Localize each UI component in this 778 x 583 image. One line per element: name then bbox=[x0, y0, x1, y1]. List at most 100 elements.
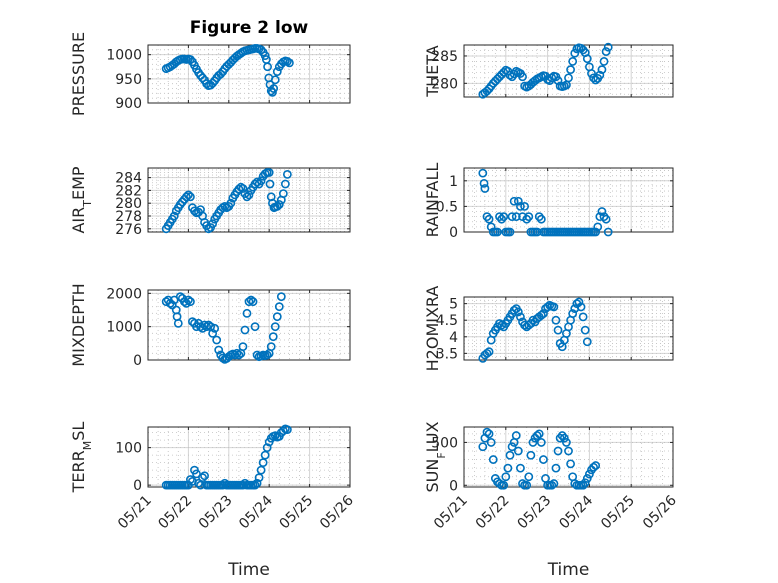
data-point bbox=[268, 332, 278, 342]
data-point bbox=[484, 429, 494, 439]
data-point bbox=[272, 67, 282, 76]
data-point bbox=[186, 297, 195, 307]
data-point bbox=[549, 302, 559, 312]
data-point bbox=[536, 438, 546, 447]
data-point bbox=[536, 310, 546, 320]
data-point bbox=[242, 308, 252, 318]
data-point bbox=[482, 348, 492, 358]
data-series bbox=[161, 168, 292, 234]
data-point bbox=[505, 70, 515, 80]
data-point bbox=[591, 227, 601, 237]
data-point bbox=[234, 184, 244, 194]
y-tick-label: 280 bbox=[431, 76, 458, 92]
x-tick-label: 05/21 bbox=[115, 493, 155, 533]
x-tick-label: 05/25 bbox=[598, 493, 638, 533]
data-point bbox=[580, 478, 590, 488]
data-point bbox=[522, 480, 532, 490]
data-point bbox=[282, 169, 292, 179]
data-point bbox=[505, 227, 515, 237]
data-point bbox=[589, 462, 598, 472]
y-tick-label: 3.5 bbox=[436, 346, 458, 362]
data-point bbox=[252, 177, 262, 187]
data-point bbox=[238, 184, 248, 193]
data-point bbox=[513, 307, 523, 317]
data-point bbox=[284, 58, 294, 68]
data-point bbox=[186, 55, 195, 64]
data-point bbox=[528, 438, 538, 447]
data-point bbox=[268, 87, 277, 97]
data-point bbox=[497, 320, 507, 330]
y-tick-label: 100 bbox=[115, 441, 142, 457]
data-point bbox=[582, 54, 592, 64]
y-tick-label: 0 bbox=[449, 225, 458, 241]
data-point bbox=[553, 325, 563, 335]
y-tick-label: 1000 bbox=[106, 48, 142, 64]
plot-area bbox=[464, 297, 673, 360]
x-tick-label: 05/23 bbox=[515, 493, 555, 533]
data-point bbox=[202, 79, 211, 89]
data-point bbox=[574, 297, 584, 307]
data-point bbox=[272, 201, 282, 211]
data-point bbox=[568, 57, 578, 66]
data-point bbox=[503, 463, 513, 473]
data-point bbox=[549, 479, 559, 488]
data-point bbox=[252, 350, 262, 360]
data-point bbox=[269, 84, 279, 93]
data-point bbox=[282, 425, 292, 435]
axes-frame bbox=[463, 296, 674, 361]
y-tick-label: 1000 bbox=[106, 320, 142, 336]
x-tick-label: 05/23 bbox=[196, 493, 236, 533]
data-point bbox=[509, 196, 519, 206]
x-tick-label: 05/25 bbox=[277, 493, 317, 533]
data-point bbox=[208, 219, 218, 229]
data-point bbox=[526, 450, 536, 460]
data-point bbox=[212, 335, 222, 345]
data-point bbox=[482, 427, 492, 437]
data-point bbox=[480, 184, 490, 193]
data-point bbox=[486, 438, 496, 447]
data-point bbox=[532, 431, 542, 440]
data-point bbox=[173, 318, 183, 328]
data-point bbox=[518, 72, 527, 82]
data-series bbox=[161, 43, 294, 97]
data-point bbox=[278, 426, 288, 436]
data-point bbox=[238, 342, 248, 352]
x-tick-label: 05/26 bbox=[317, 492, 357, 532]
data-point bbox=[493, 227, 502, 237]
data-point bbox=[509, 305, 519, 315]
data-point bbox=[181, 192, 191, 202]
data-point bbox=[562, 438, 571, 447]
data-point bbox=[478, 442, 488, 452]
y-axis-label: RAINFALL bbox=[423, 163, 442, 238]
x-tick-label: 05/21 bbox=[431, 493, 471, 533]
data-point bbox=[240, 325, 250, 335]
data-point bbox=[551, 315, 561, 325]
data-point bbox=[578, 312, 588, 322]
data-point bbox=[270, 75, 280, 85]
data-point bbox=[200, 471, 209, 481]
data-point bbox=[232, 348, 242, 358]
data-point bbox=[603, 42, 613, 52]
data-point bbox=[234, 350, 244, 360]
data-point bbox=[198, 473, 207, 483]
y-tick-label: 5 bbox=[449, 297, 458, 313]
data-point bbox=[524, 212, 534, 222]
data-point bbox=[183, 190, 193, 200]
data-point bbox=[262, 350, 272, 360]
y-axis-label: TERRMSL bbox=[69, 422, 94, 494]
data-point bbox=[551, 463, 561, 473]
data-point bbox=[264, 168, 274, 177]
y-tick-label: 500 bbox=[431, 435, 458, 451]
data-point bbox=[210, 323, 220, 333]
data-point bbox=[276, 292, 286, 302]
y-tick-label: 0 bbox=[449, 478, 458, 494]
data-point bbox=[244, 297, 254, 307]
x-tick-label: 05/22 bbox=[155, 493, 195, 533]
y-tick-label: 0.5 bbox=[436, 199, 458, 215]
data-point bbox=[244, 190, 254, 200]
plot-area bbox=[148, 427, 350, 487]
data-point bbox=[591, 461, 601, 470]
data-point bbox=[566, 65, 575, 75]
axes-frame bbox=[463, 44, 674, 98]
